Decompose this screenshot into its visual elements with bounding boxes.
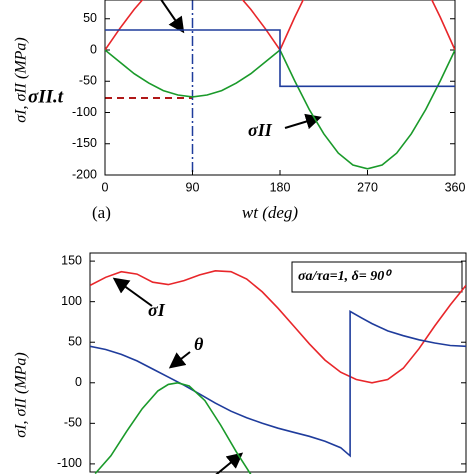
plot-frame — [89, 252, 467, 473]
line-series — [105, 29, 455, 88]
x-axis-label: wt (deg) — [242, 203, 299, 222]
y-axis-label: σI, σII (MPa) — [13, 352, 30, 438]
y-tick-label: -50 — [79, 74, 97, 88]
annotation: σII.t — [28, 86, 64, 107]
annotation-box — [291, 261, 463, 293]
y-tick-label: 0 — [90, 42, 97, 56]
y-tick-label: 150 — [61, 253, 82, 267]
y-tick-label: 50 — [68, 335, 82, 349]
x-tick-label: 180 — [270, 180, 291, 194]
x-tick-label: 270 — [357, 180, 378, 194]
y-tick-label: -200 — [72, 167, 97, 181]
line-series — [94, 381, 252, 474]
x-tick-label: 360 — [445, 180, 466, 194]
y-tick-label: 0 — [75, 375, 82, 389]
x-tick-label: 0 — [102, 180, 109, 194]
x-tick-label: 90 — [186, 180, 200, 194]
y-tick-label: 50 — [83, 11, 97, 25]
y-tick-label: -100 — [57, 456, 82, 470]
y-tick-label: 100 — [61, 294, 82, 308]
arrow — [112, 277, 153, 307]
line-series — [90, 269, 466, 384]
annotation: σII — [248, 120, 273, 140]
arrow — [168, 351, 191, 369]
y-tick-label: -150 — [72, 136, 97, 150]
annotation: θ — [194, 334, 204, 354]
y-tick-label: -100 — [72, 105, 97, 119]
y-axis-label: σI, σII (MPa) — [13, 37, 30, 123]
y-tick-label: -50 — [64, 416, 82, 430]
panel-label: (a) — [92, 203, 111, 222]
arrow — [284, 113, 322, 130]
annotation: σa/τa=1, δ= 90⁰ — [298, 269, 392, 284]
arrow — [160, 0, 185, 34]
arrow — [215, 452, 244, 474]
line-series — [90, 310, 466, 458]
annotation: σI — [148, 300, 166, 320]
